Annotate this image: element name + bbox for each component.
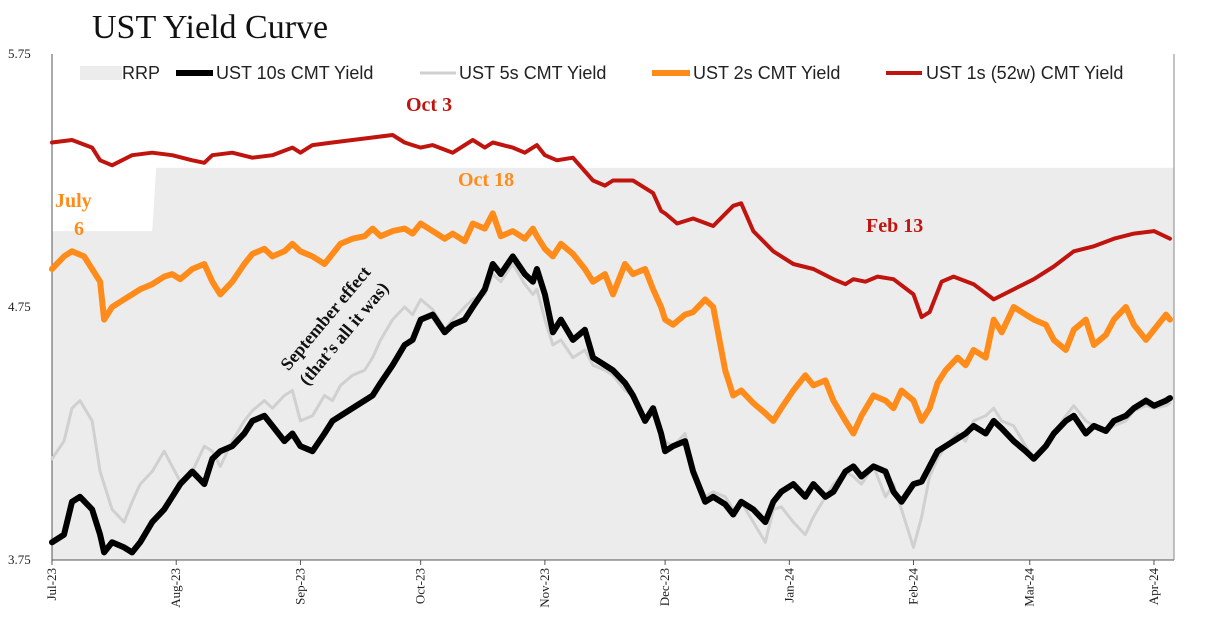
legend-label-rrp: RRP bbox=[122, 63, 160, 83]
legend-swatch-rrp bbox=[80, 66, 122, 80]
series-layer bbox=[49, 133, 1173, 556]
series-line-t2 bbox=[49, 210, 1173, 437]
x-tick-label: Apr-24 bbox=[1146, 568, 1161, 606]
annotation-july: July bbox=[55, 190, 92, 212]
x-tick-labels: Jul-23 Aug-23 Sep-23 Oct-23 Nov-23 Dec-23 Jan-… bbox=[44, 560, 1161, 608]
series-line-t10 bbox=[49, 253, 1173, 556]
x-tick-label: Jul-23 bbox=[44, 568, 59, 601]
x-tick-label: Aug-23 bbox=[168, 568, 183, 608]
x-tick-label: Dec-23 bbox=[657, 568, 672, 606]
legend: RRP UST 10s CMT Yield UST 5s CMT Yield U… bbox=[80, 63, 1123, 83]
series-line-t1 bbox=[50, 133, 1172, 320]
axes: 5.75 4.75 3.75 Jul-23 Aug-23 Sep-23 Oct-23 N… bbox=[8, 46, 1175, 608]
rrp-area bbox=[52, 167, 1174, 560]
x-tick-label: Sep-23 bbox=[292, 568, 307, 605]
plot-area bbox=[52, 167, 1174, 560]
legend-label-t5: UST 5s CMT Yield bbox=[459, 63, 606, 83]
chart-title: UST Yield Curve bbox=[92, 9, 328, 46]
annotation-oct3: Oct 3 bbox=[406, 94, 452, 116]
x-tick-label: Oct-23 bbox=[413, 568, 428, 604]
x-tick-label: Feb-24 bbox=[906, 568, 921, 605]
series-line-t5 bbox=[50, 262, 1172, 549]
annotation-july-day: 6 bbox=[74, 218, 84, 240]
legend-label-t1: UST 1s (52w) CMT Yield bbox=[926, 63, 1123, 83]
legend-label-t2: UST 2s CMT Yield bbox=[693, 63, 840, 83]
y-tick-label: 3.75 bbox=[8, 552, 31, 567]
x-tick-label: Jan-24 bbox=[781, 568, 796, 603]
x-tick-label: Nov-23 bbox=[537, 568, 552, 608]
annotation-feb13: Feb 13 bbox=[866, 215, 923, 237]
annotation-oct18: Oct 18 bbox=[458, 169, 514, 191]
x-tick-label: Mar-24 bbox=[1022, 568, 1037, 607]
legend-label-t10: UST 10s CMT Yield bbox=[216, 63, 373, 83]
y-tick-label: 4.75 bbox=[8, 299, 31, 314]
y-tick-label: 5.75 bbox=[8, 46, 31, 61]
